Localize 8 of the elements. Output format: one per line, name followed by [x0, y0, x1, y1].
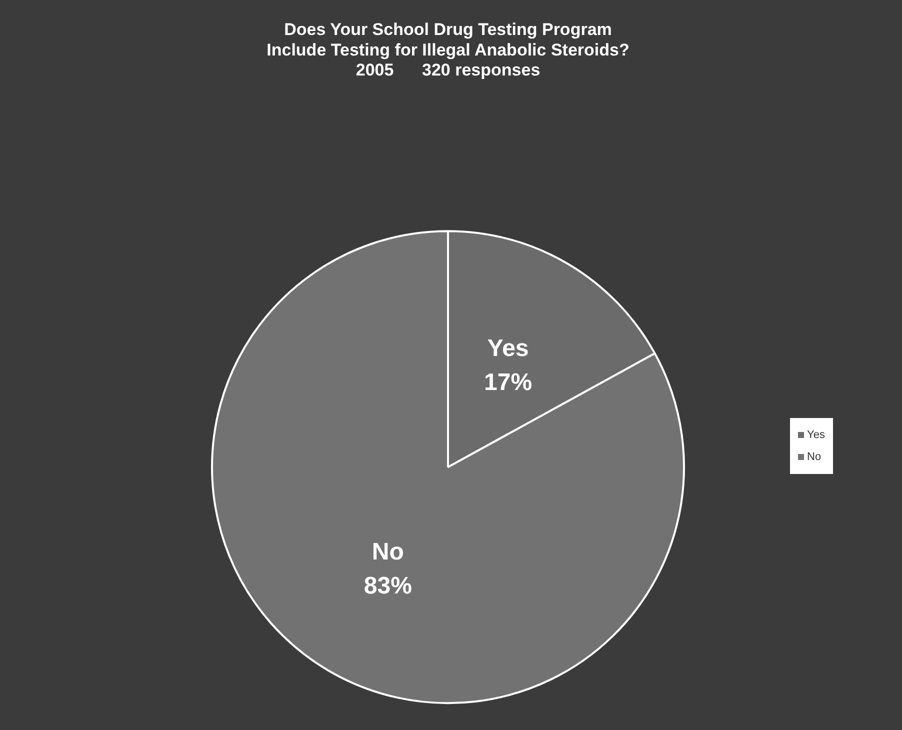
- legend-label: Yes: [807, 428, 825, 443]
- legend-label: No: [807, 450, 822, 465]
- chart-title: Does Your School Drug Testing Program Include Testing for Illegal Anabolic Steroids?: [266, 20, 630, 60]
- chart-subtitle: 2005 320 responses: [356, 60, 540, 80]
- data-label: 17%: [484, 369, 532, 396]
- data-label: 83%: [364, 572, 412, 600]
- slice-label: No: [372, 538, 404, 566]
- slice-label: Yes: [487, 335, 529, 362]
